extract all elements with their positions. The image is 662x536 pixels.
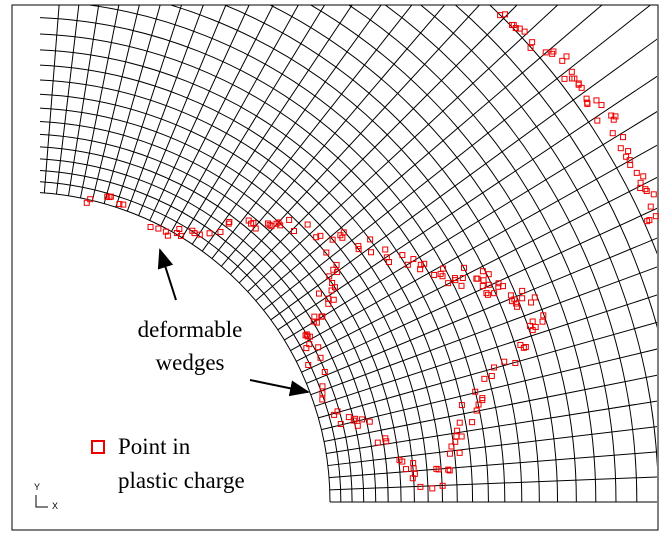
plastic-point <box>628 162 633 167</box>
plastic-point <box>418 484 423 489</box>
plastic-point <box>316 291 321 296</box>
axis-label: X <box>52 501 58 511</box>
plastic-point <box>148 225 153 230</box>
plastic-point <box>482 376 487 381</box>
plastic-point <box>643 187 648 192</box>
plastic-point <box>454 434 459 439</box>
plastic-point <box>626 149 631 154</box>
plastic-point <box>594 98 599 103</box>
axis-triad <box>36 495 48 507</box>
mesh-arc <box>20 0 539 502</box>
annotation-line: deformable <box>138 317 243 342</box>
plastic-point <box>459 283 464 288</box>
axis-label: Y <box>34 482 40 492</box>
legend-marker <box>92 441 104 453</box>
plastic-point <box>367 419 372 424</box>
mesh-radial <box>321 292 662 430</box>
plastic-point <box>648 204 653 209</box>
plastic-point <box>502 12 507 17</box>
mesh-radial <box>80 0 195 198</box>
mesh-radial <box>290 62 662 350</box>
plastic-point <box>489 373 494 378</box>
mesh-arc <box>20 0 616 502</box>
mesh-radial <box>263 0 662 310</box>
mesh-radial <box>127 0 331 211</box>
plastic-point <box>459 434 464 439</box>
plastic-point <box>484 291 489 296</box>
plastic-point <box>599 103 604 108</box>
plastic-point <box>403 467 408 472</box>
plastic-point <box>320 384 325 389</box>
plastic-point <box>287 217 292 222</box>
plastic-point <box>312 314 317 319</box>
arrow <box>160 250 176 300</box>
plastic-point <box>218 229 223 234</box>
plastic-point <box>457 450 462 455</box>
plastic-point <box>305 222 310 227</box>
plastic-point <box>644 189 649 194</box>
plastic-point <box>533 324 538 329</box>
plastic-point <box>430 486 435 491</box>
plastic-point <box>369 250 374 255</box>
plastic-point <box>375 440 380 445</box>
plastic-point <box>84 200 89 205</box>
plastic-point <box>207 231 212 236</box>
plastic-point <box>621 135 626 140</box>
plastic-point <box>156 226 161 231</box>
plastic-point <box>432 272 437 277</box>
plastic-point <box>520 296 525 301</box>
plastic-point <box>585 101 590 106</box>
mesh-radial <box>284 32 662 340</box>
plastic-point <box>457 420 462 425</box>
plastic-point <box>530 40 535 45</box>
mesh-arc <box>20 0 596 502</box>
annotation-line: wedges <box>156 350 225 375</box>
plastic-point <box>481 278 486 283</box>
plastic-point <box>576 82 581 87</box>
plastic-point <box>618 146 623 151</box>
legend-line: plastic charge <box>118 468 245 493</box>
plastic-point <box>520 288 525 293</box>
plastic-point <box>447 451 452 456</box>
plastic-point <box>641 174 646 179</box>
plastic-point <box>634 170 639 175</box>
mesh-radial <box>329 431 662 477</box>
plastic-point <box>610 131 615 136</box>
plastic-point <box>485 292 490 297</box>
plastic-point <box>595 118 600 123</box>
plastic-point <box>470 420 475 425</box>
plastic-point <box>569 69 574 74</box>
plastic-point <box>331 297 336 302</box>
plastic-point <box>624 154 629 159</box>
plastic-point <box>651 192 656 197</box>
plastic-points <box>84 12 658 491</box>
mesh-radial <box>330 467 662 490</box>
figure: deformable wedges Point in plastic charg… <box>0 0 662 536</box>
mesh-radial <box>296 93 662 361</box>
legend-line: Point in <box>118 434 191 459</box>
mesh-radial <box>116 0 298 207</box>
mesh-radial <box>171 0 459 232</box>
plastic-point <box>480 396 485 401</box>
plastic-point <box>267 222 272 227</box>
plastic-point <box>346 415 351 420</box>
arrow <box>250 380 308 392</box>
plastic-point <box>529 300 534 305</box>
mesh-radial <box>248 0 662 292</box>
plastic-point <box>383 247 388 252</box>
plastic-point <box>562 76 567 81</box>
mesh-radial <box>256 0 662 301</box>
plastic-point <box>540 319 545 324</box>
